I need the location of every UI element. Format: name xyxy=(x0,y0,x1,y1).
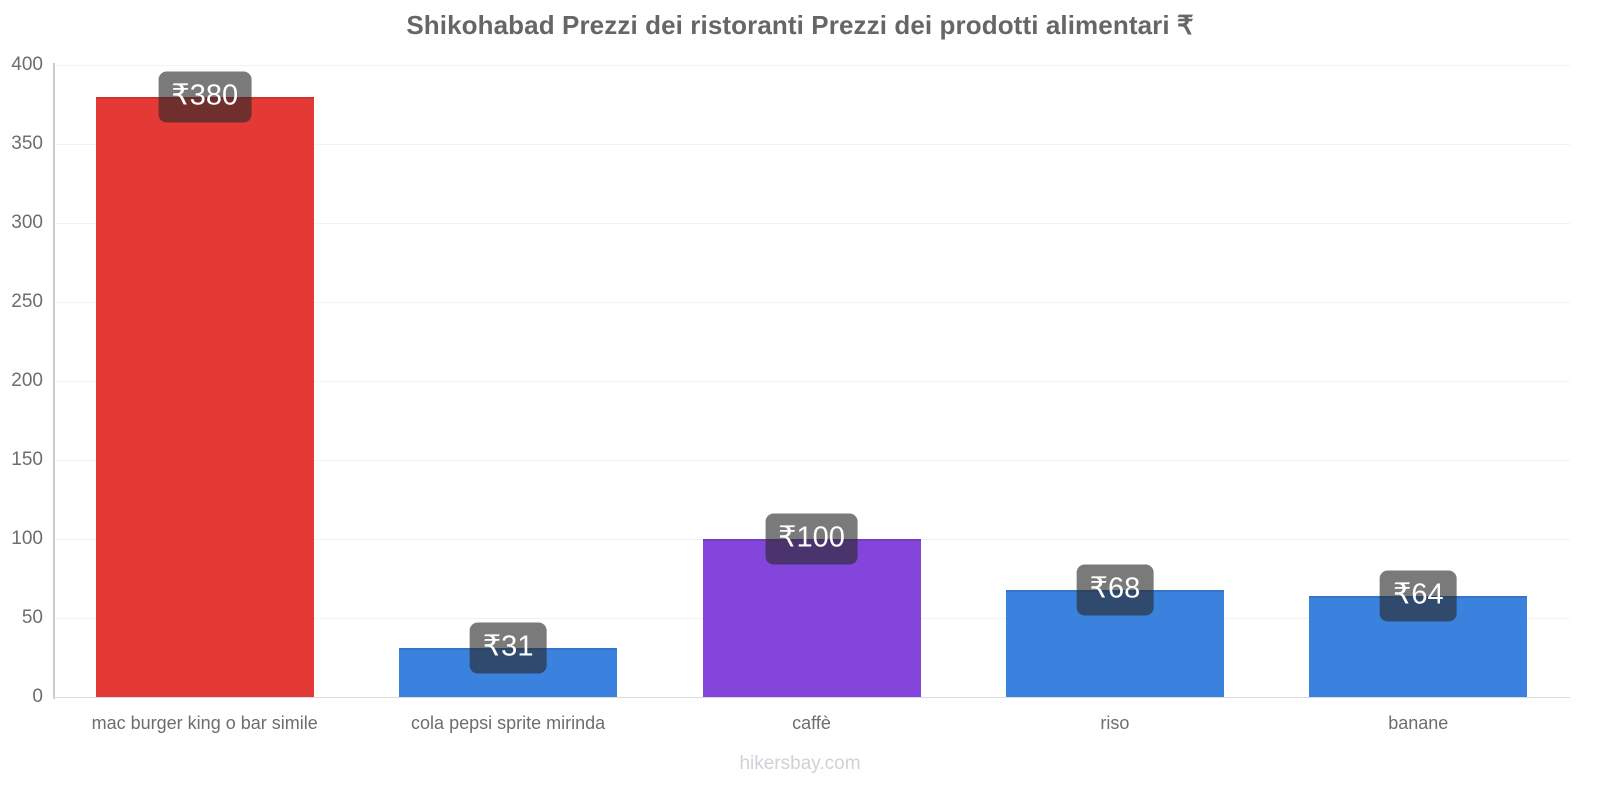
x-axis-line xyxy=(53,697,1570,698)
gridline xyxy=(53,65,1570,66)
y-axis-tick-label: 400 xyxy=(11,54,43,75)
y-axis-tick-label: 50 xyxy=(21,607,43,628)
bar-value-label: ₹68 xyxy=(1076,564,1154,616)
x-axis-tick-label: cola pepsi sprite mirinda xyxy=(411,713,606,733)
page-title: Shikohabad Prezzi dei ristoranti Prezzi … xyxy=(406,10,1194,40)
x-axis-tick-label: banane xyxy=(1388,713,1449,733)
gridline xyxy=(53,144,1570,145)
gridline xyxy=(53,460,1570,461)
gridline xyxy=(53,223,1570,224)
y-axis-tick-label: 200 xyxy=(11,370,43,391)
y-axis-tick-label: 350 xyxy=(11,133,43,154)
y-axis-tick-label: 250 xyxy=(11,291,43,312)
y-axis-tick-label: 100 xyxy=(11,528,43,549)
bar-value-label: ₹64 xyxy=(1379,570,1457,622)
bar[interactable] xyxy=(95,96,314,697)
y-axis-line xyxy=(53,63,55,699)
bar-value-label: ₹31 xyxy=(469,622,547,674)
plot-area xyxy=(53,65,1570,697)
y-axis-tick-label: 300 xyxy=(11,212,43,233)
x-axis-tick-label: riso xyxy=(1100,713,1130,733)
bar-value-label: ₹380 xyxy=(158,71,252,123)
gridline xyxy=(53,302,1570,303)
bar-value-label: ₹100 xyxy=(765,513,858,565)
gridline xyxy=(53,381,1570,382)
x-axis-tick-label: caffè xyxy=(792,713,831,733)
y-axis-tick-label: 0 xyxy=(32,686,43,707)
watermark-label: hikersbay.com xyxy=(739,753,861,774)
x-axis-tick-label: mac burger king o bar simile xyxy=(91,713,318,733)
bar[interactable] xyxy=(702,539,921,697)
y-axis-tick-label: 150 xyxy=(11,449,43,470)
